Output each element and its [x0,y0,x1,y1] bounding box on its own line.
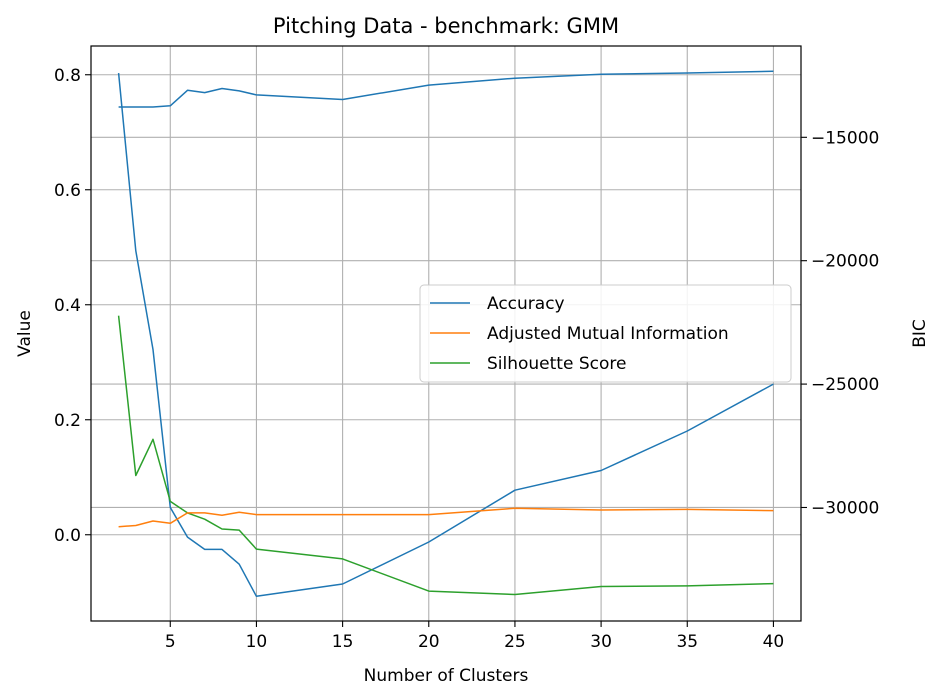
y-tick-label: 0.6 [54,181,81,201]
series-line-silhouette-score [117,315,774,596]
y-right-tick-label: −25000 [811,375,879,395]
y-right-tick-label: −20000 [811,252,879,272]
y-tick-label: 0.8 [54,66,81,86]
series-line-accuracy [118,70,774,108]
ticks: 5 10 15 20 25 30 35 40 0.0 0.2 0.4 0.6 0.8 −30000 −250… [54,66,879,652]
series-line-adjusted-mutual-information [118,507,774,528]
series-line-bic [117,73,774,598]
legend: Accuracy Adjusted Mutual Information Silho… [419,284,792,383]
x-tick-label: 30 [590,632,612,652]
x-tick-label: 35 [676,632,698,652]
chart-title: Pitching Data - benchmark: GMM [273,14,619,38]
y-right-tick-label: −30000 [811,498,879,518]
y-tick-label: 0.4 [54,296,81,316]
x-tick-label: 5 [165,632,176,652]
legend-label: Adjusted Mutual Information [487,324,729,344]
x-axis-label: Number of Clusters [364,666,529,686]
x-tick-label: 15 [332,632,354,652]
x-tick-label: 40 [763,632,785,652]
plot-frame [90,45,802,622]
legend-label: Silhouette Score [487,354,626,374]
y-tick-label: 0.0 [54,526,81,546]
series-lines [117,70,774,598]
y-right-tick-label: −15000 [811,128,879,148]
legend-label: Accuracy [487,294,565,314]
y-tick-label: 0.2 [54,411,81,431]
y-axis-right-label: BIC [910,319,930,348]
x-tick-label: 10 [246,632,268,652]
x-tick-label: 20 [418,632,440,652]
y-axis-label: Value [15,310,35,357]
x-tick-label: 25 [504,632,526,652]
legend-box [419,284,792,383]
